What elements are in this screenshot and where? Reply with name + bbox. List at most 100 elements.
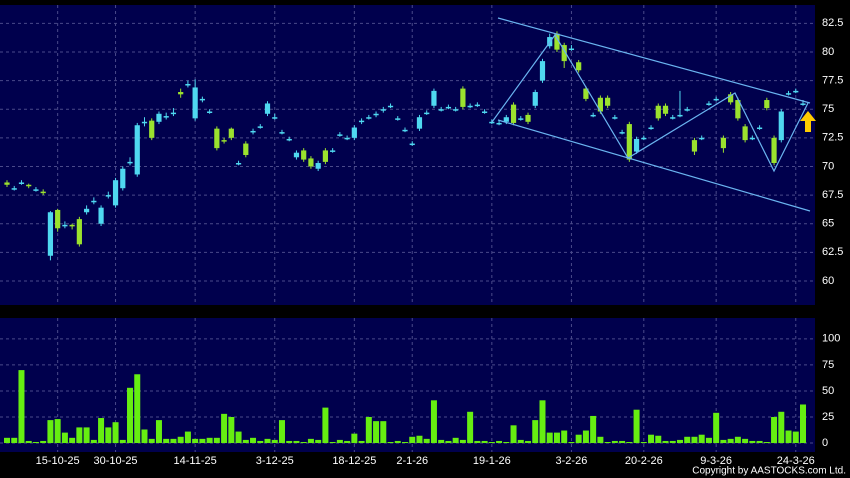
volume-bar bbox=[199, 438, 206, 444]
candle-body bbox=[18, 182, 25, 184]
candle-body bbox=[301, 150, 307, 160]
candle-body bbox=[163, 116, 169, 118]
candle-body bbox=[112, 180, 119, 206]
candle-body bbox=[120, 168, 126, 189]
candle-body bbox=[235, 163, 242, 165]
copyright: Copyright by AASTOCKS.com Ltd. bbox=[692, 466, 846, 477]
volume-bar bbox=[155, 420, 162, 444]
candle-body bbox=[228, 128, 234, 138]
volume-bar bbox=[76, 427, 83, 444]
volume-bar bbox=[336, 439, 343, 444]
candle-body bbox=[756, 127, 763, 130]
x-tick-label: 2-1-26 bbox=[396, 455, 428, 467]
volume-bar bbox=[488, 441, 495, 444]
volume-bar bbox=[105, 427, 112, 444]
candle-body bbox=[322, 150, 328, 162]
candle-body bbox=[619, 132, 625, 134]
candle-body bbox=[199, 98, 205, 101]
volume-bar bbox=[691, 436, 698, 444]
candle-body bbox=[40, 191, 46, 194]
candle-body bbox=[178, 92, 184, 95]
volume-bar bbox=[532, 420, 539, 444]
volume-bar bbox=[546, 432, 553, 444]
volume-bar bbox=[496, 440, 503, 444]
volume-bar bbox=[611, 440, 618, 444]
volume-bar bbox=[184, 431, 191, 444]
volume-bar bbox=[561, 430, 568, 444]
volume-bar bbox=[18, 370, 25, 444]
volume-bar bbox=[264, 438, 271, 444]
candle-body bbox=[47, 212, 54, 256]
y-tick-label: 62.5 bbox=[822, 246, 843, 258]
candle-body bbox=[416, 117, 423, 129]
candle-body bbox=[633, 138, 640, 152]
channel-lower bbox=[497, 119, 811, 212]
volume-bar bbox=[568, 441, 575, 444]
volume-bar bbox=[300, 441, 307, 444]
volume-bar bbox=[590, 415, 597, 444]
candle-body bbox=[605, 97, 611, 106]
volume-bar bbox=[315, 439, 322, 444]
candle-body bbox=[648, 127, 654, 130]
candle-body bbox=[453, 109, 459, 111]
volume-bar bbox=[676, 439, 683, 444]
candle-body bbox=[539, 61, 546, 81]
volume-bar bbox=[582, 430, 589, 444]
volume-bar bbox=[698, 434, 705, 444]
volume-bar bbox=[525, 440, 532, 444]
volume-bar bbox=[54, 419, 61, 444]
candle-body bbox=[315, 163, 321, 169]
x-tick-label: 9-3-26 bbox=[700, 455, 732, 467]
candle-body bbox=[720, 137, 726, 149]
volume-bar bbox=[619, 440, 626, 444]
candle-body bbox=[149, 120, 155, 138]
x-tick-label: 14-11-25 bbox=[174, 455, 217, 467]
volume-bar bbox=[61, 432, 68, 444]
volume-bar bbox=[47, 420, 54, 444]
volume-bar bbox=[438, 439, 445, 444]
candle-body bbox=[554, 33, 560, 50]
volume-bar bbox=[720, 439, 727, 444]
candle-body bbox=[308, 158, 314, 167]
volume-bar bbox=[445, 440, 452, 444]
candle-body bbox=[62, 224, 68, 227]
y-tick-label: 65 bbox=[822, 218, 834, 230]
volume-bar bbox=[90, 439, 97, 444]
volume-bar bbox=[4, 437, 10, 444]
volume-bar bbox=[134, 374, 141, 444]
candle-body bbox=[91, 200, 97, 203]
y-tick-label: 75 bbox=[822, 103, 834, 115]
volume-bar bbox=[163, 438, 170, 444]
volume-bar bbox=[402, 441, 408, 444]
volume-bar bbox=[604, 441, 611, 444]
candle-body bbox=[272, 117, 278, 119]
plot: 60 62.5 65 67.5 70 72.5 75 77.5 80 82.5 0 25 50 75 100… bbox=[0, 5, 843, 467]
volume-bar bbox=[228, 416, 235, 444]
pattern-lines bbox=[491, 17, 811, 212]
candle-body bbox=[185, 84, 191, 86]
volume-bar bbox=[684, 436, 691, 444]
candle-body bbox=[84, 208, 90, 213]
volume-bar bbox=[503, 441, 510, 444]
candle-body bbox=[76, 219, 82, 245]
volume-bar bbox=[170, 438, 177, 444]
candle-body bbox=[482, 111, 488, 113]
candle-body bbox=[286, 138, 292, 141]
volume-bar bbox=[575, 434, 582, 444]
volume-bar bbox=[669, 440, 676, 444]
y-tick-label: 75 bbox=[822, 359, 834, 371]
candle-body bbox=[395, 118, 401, 120]
candle-body bbox=[800, 103, 806, 105]
volume-bar bbox=[633, 409, 640, 444]
candle-body bbox=[431, 90, 437, 106]
candle-body bbox=[503, 117, 509, 122]
candle-body bbox=[402, 129, 408, 132]
volume-bar bbox=[322, 407, 329, 444]
volume-bar bbox=[221, 413, 228, 444]
volume-bar bbox=[286, 440, 293, 444]
candle-body bbox=[561, 45, 567, 62]
candle-body bbox=[257, 126, 263, 128]
volume-bar bbox=[98, 418, 105, 444]
x-tick-label: 19-1-26 bbox=[473, 455, 511, 467]
